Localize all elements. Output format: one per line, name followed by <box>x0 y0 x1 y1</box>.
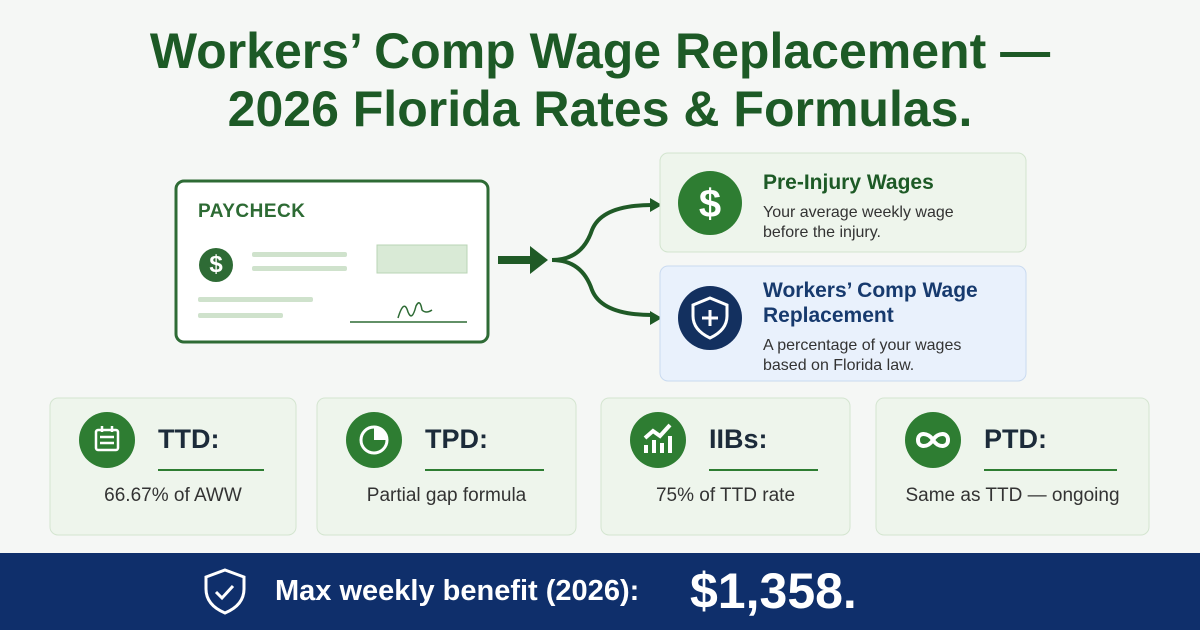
tile-label: TTD: <box>158 424 220 454</box>
tile-description: Partial gap formula <box>366 485 527 506</box>
tile-label: TPD: <box>425 424 488 454</box>
footer-text: Max weekly benefit (2026): <box>275 575 640 607</box>
card <box>659 152 1027 253</box>
tile-description: 75% of TTD rate <box>655 485 796 506</box>
line <box>252 266 347 271</box>
tile-icon <box>79 412 135 468</box>
icon-glyph <box>94 428 120 452</box>
tile-description: Same as TTD — ongoing <box>905 485 1120 506</box>
icon-glyph <box>915 432 951 448</box>
icon-glyph <box>100 426 114 445</box>
amount-box <box>376 244 468 274</box>
card-symbol: $ <box>698 182 722 226</box>
card-title: Workers’ Comp Wage Replacement <box>763 279 978 327</box>
tile-description: 66.67% of AWW <box>104 485 242 506</box>
icon-glyph <box>643 423 672 453</box>
card-icon <box>678 171 742 235</box>
signature <box>397 302 433 319</box>
footer-bar <box>0 553 1200 630</box>
title: 2026 Florida Rates & Formulas. <box>227 81 973 137</box>
tile-label: IIBs: <box>709 424 768 454</box>
card <box>659 265 1027 382</box>
card-title: Pre-Injury Wages <box>763 171 934 194</box>
shield-icon <box>204 568 246 615</box>
line <box>198 297 313 302</box>
plus <box>702 310 718 326</box>
card-description: A percentage of your wages based on Flor… <box>763 337 962 374</box>
arrow <box>498 246 548 274</box>
paycheck-symbol: $ <box>209 251 223 278</box>
tile <box>49 397 297 536</box>
tile-label: PTD: <box>984 424 1047 454</box>
card-description: Your average weekly wage before the inju… <box>763 204 954 241</box>
check <box>214 584 235 601</box>
tile <box>600 397 851 536</box>
line <box>252 252 347 257</box>
tile-icon <box>630 412 686 468</box>
tile <box>316 397 577 536</box>
line <box>198 313 283 318</box>
footer-amount: $1,358. <box>690 563 857 619</box>
paycheck-label: PAYCHECK <box>198 201 306 222</box>
icon-glyph <box>374 427 387 440</box>
tiles <box>49 397 1150 536</box>
shield-icon <box>691 296 729 340</box>
arrowheads <box>650 198 662 325</box>
title: Workers’ Comp Wage Replacement — <box>149 23 1051 79</box>
branch <box>551 203 653 317</box>
paycheck-icon <box>199 248 233 282</box>
